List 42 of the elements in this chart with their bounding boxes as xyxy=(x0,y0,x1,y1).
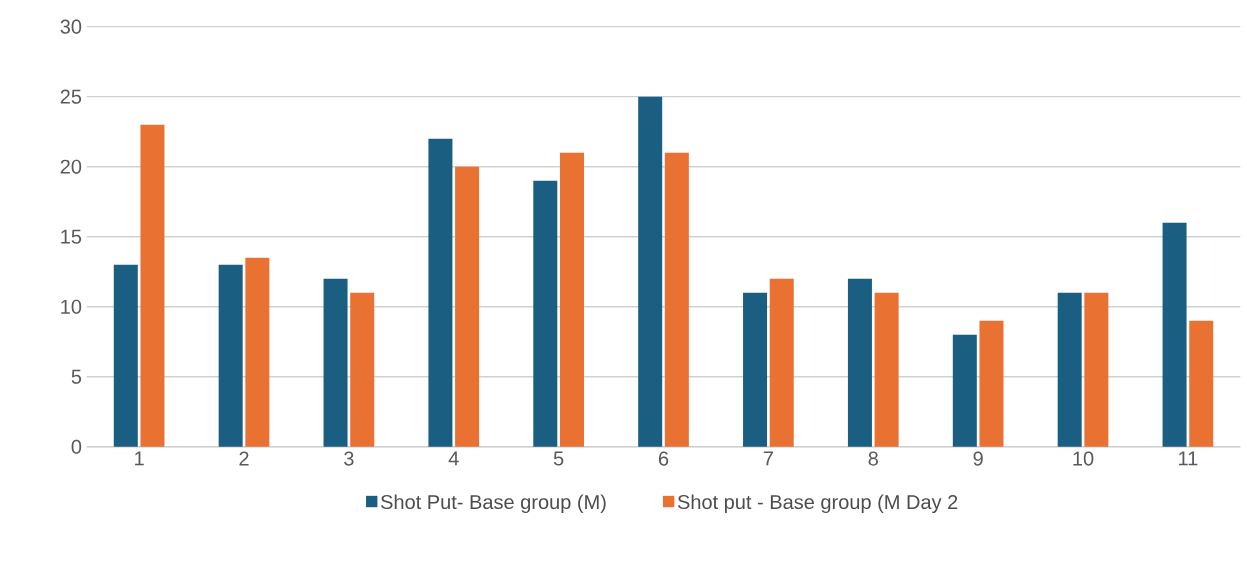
x-tick-label: 6 xyxy=(658,451,669,466)
bar xyxy=(113,264,138,447)
bar xyxy=(1057,292,1082,447)
y-tick-label: 25 xyxy=(60,89,82,104)
x-tick-label: 7 xyxy=(763,451,773,466)
x-tick-label: 2 xyxy=(239,451,249,466)
bar xyxy=(533,180,558,447)
x-tick-label: 3 xyxy=(344,451,354,466)
bar xyxy=(218,264,243,447)
bar xyxy=(323,278,348,447)
x-tick-label: 1 xyxy=(135,451,144,466)
y-tick-label: 5 xyxy=(71,369,82,384)
y-tick-label: 15 xyxy=(61,229,82,244)
bar xyxy=(559,152,584,447)
x-tick-label: 10 xyxy=(1073,451,1094,466)
bar xyxy=(664,152,689,447)
x-tick-label: 9 xyxy=(973,451,983,466)
bar xyxy=(140,124,165,447)
legend-label: Shot put - Base group (M Day 2 xyxy=(677,494,958,513)
bar xyxy=(638,96,663,447)
bar xyxy=(350,292,375,447)
y-tick-label: 20 xyxy=(60,159,82,174)
bar xyxy=(769,278,794,447)
bar xyxy=(979,320,1004,447)
y-tick-label: 30 xyxy=(60,19,82,34)
bar xyxy=(1189,320,1214,447)
bar xyxy=(1084,292,1109,447)
bar xyxy=(428,138,453,447)
legend-label: Shot Put- Base group (M) xyxy=(380,494,606,513)
y-tick-label: 0 xyxy=(71,439,82,454)
x-tick-label: 11 xyxy=(1179,451,1198,466)
bar xyxy=(952,334,977,447)
bar xyxy=(743,292,768,447)
x-tick-label: 4 xyxy=(448,451,459,466)
bar xyxy=(455,166,480,447)
bar xyxy=(847,278,872,447)
bar xyxy=(245,257,270,447)
bar xyxy=(874,292,899,447)
bar xyxy=(1162,222,1187,447)
x-tick-label: 8 xyxy=(868,451,878,466)
y-tick-label: 10 xyxy=(61,299,82,314)
x-tick-label: 5 xyxy=(553,451,564,466)
